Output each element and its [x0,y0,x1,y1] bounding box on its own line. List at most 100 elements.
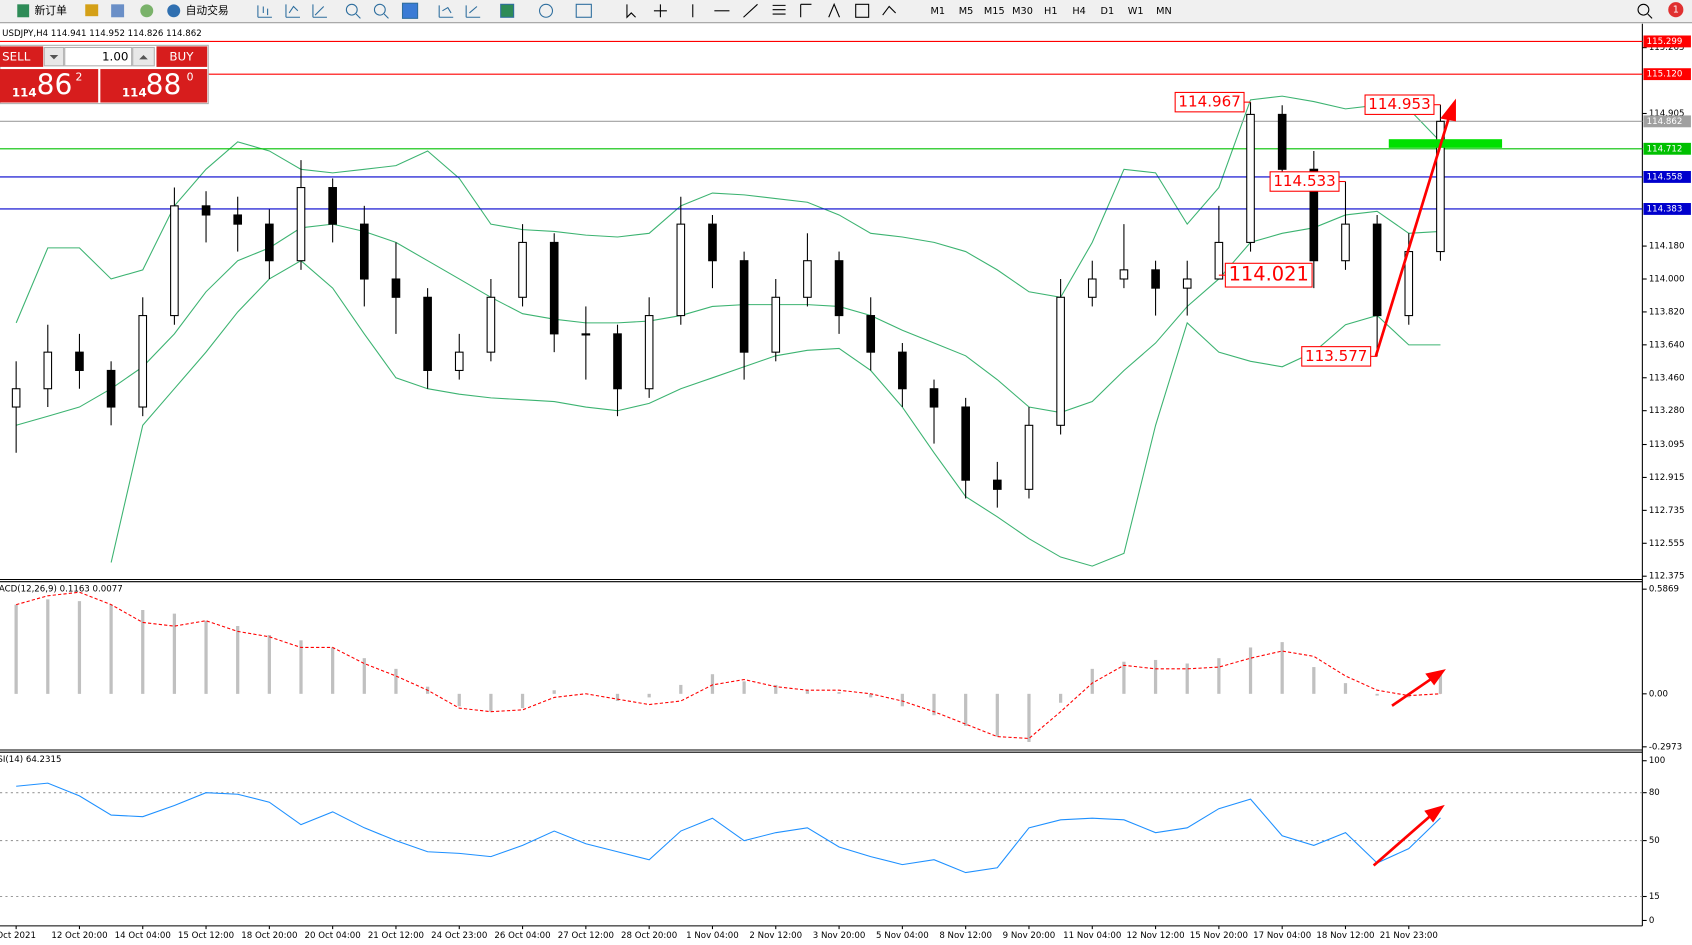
x-tick-label: 18 Nov 12:00 [1316,931,1374,941]
icon[interactable] [111,4,125,18]
timeframe-button[interactable]: MN [1156,6,1172,17]
volume-value[interactable]: 1.00 [102,50,128,64]
auto-trading-label[interactable]: 自动交易 [186,4,229,17]
y-tick-label: 113.095 [1649,440,1685,450]
candle-body [1277,113,1287,170]
price-annotation: 114.967 [1178,93,1240,111]
timeframe-bar: M1 M5 M15 M30 H1 H4 D1 W1 MN [930,6,1171,17]
tool-icons[interactable] [257,2,1653,19]
buy-point[interactable]: 0 [187,71,194,84]
rsi-line [16,782,1441,874]
x-tick-label: 27 Oct 12:00 [558,931,614,941]
sell-price-box[interactable] [0,69,99,103]
alert-badge[interactable] [1668,2,1684,18]
y-tick-label: 114.180 [1649,242,1685,252]
timeframe-button[interactable]: W1 [1128,6,1144,17]
buy-pips[interactable]: 88 [146,68,182,101]
volume-input[interactable] [64,46,133,67]
y-tick-label: 114.000 [1649,275,1685,285]
alert-count[interactable]: 1 [1673,5,1679,16]
sell-big[interactable]: 114 [12,85,37,99]
price-tag-label: 115.299 [1647,37,1683,47]
timeframe-button[interactable]: H4 [1072,6,1085,17]
candle-body [170,205,179,317]
candle-body [359,223,369,280]
candle-body [1309,168,1319,262]
price-tag [1643,171,1691,183]
candle-body [866,315,876,353]
x-tick-label: 28 Oct 20:00 [621,931,677,941]
candle-body [803,260,812,298]
new-order-label[interactable]: 新订单 [35,4,68,17]
sell-label[interactable]: SELL [2,50,31,64]
candle-body [708,223,717,262]
candle-body [644,315,654,390]
trend-arrows[interactable] [1372,98,1456,867]
candle-body [1214,241,1224,280]
candle-body [1246,113,1255,243]
buy-button[interactable] [156,46,208,67]
price-tag [1643,203,1691,215]
timeframe-button[interactable]: M30 [1012,6,1033,17]
timeframe-button[interactable]: M15 [984,6,1005,17]
y-tick-label: 113.280 [1649,406,1685,416]
candle-body [106,369,116,408]
pane-title: USDJPY,H4 114.941 114.952 114.826 114.86… [2,29,202,39]
macd-signal [16,591,1441,739]
candle-body [834,260,844,317]
price-annotation: 114.021 [1229,263,1309,286]
candle-body [1024,424,1034,490]
y-tick-label: 112.915 [1649,473,1685,483]
y-tick-label: 112.555 [1649,539,1685,549]
y-tick-label: 0.00 [1649,689,1668,699]
candle-body [43,351,53,390]
candle-body [138,315,148,408]
x-tick-label: 5 Nov 04:00 [876,931,929,941]
auto-trading-button[interactable]: 自动交易 [167,4,229,18]
x-tick-label: 24 Oct 23:00 [431,931,487,941]
x-tick-label: 18 Oct 20:00 [241,931,297,941]
buy-big[interactable]: 114 [122,85,147,99]
sell-button[interactable] [0,46,44,67]
candle-body [454,351,464,371]
timeframe-button[interactable]: H1 [1044,6,1057,17]
candle-body [75,351,84,371]
icon[interactable] [85,4,99,17]
toolbar [0,0,1692,23]
candle-body [201,205,211,216]
bollinger-band [15,95,1441,324]
x-tick-label: 15 Oct 12:00 [178,931,234,941]
candle-body [1151,269,1160,289]
price-tag [1643,142,1691,155]
y-tick-label: 0.5869 [1649,585,1679,595]
timeframe-button[interactable]: M5 [959,6,974,17]
timeframe-button[interactable]: D1 [1101,6,1115,17]
candle-body [1436,120,1445,253]
new-order-button[interactable]: 新订单 [17,4,68,18]
price-tag [1643,68,1691,81]
candle-body [11,388,21,408]
candle-body [613,333,622,390]
sell-point[interactable]: 2 [76,71,83,84]
plot: USDJPY,H4 114.941 114.952 114.826 114.86… [0,29,1691,941]
candle-body [1119,269,1129,280]
y-tick-label: 114.905 [1649,109,1685,119]
buy-price-box[interactable] [100,69,208,103]
price-tag-label: 114.383 [1647,204,1683,214]
x-tick-label: 20 Oct 04:00 [305,931,361,941]
icon[interactable] [140,4,154,18]
x-tick-label: 17 Nov 04:00 [1253,931,1311,941]
support-zone[interactable] [1388,139,1503,148]
x-tick-label: 14 Oct 04:00 [115,931,171,941]
candle-body [771,296,781,353]
x-tick-label: 15 Nov 20:00 [1190,931,1248,941]
x-tick-label: 2 Nov 12:00 [749,931,802,941]
sell-pips[interactable]: 86 [37,68,73,101]
one-click-trading: SELL 1.00 BUY 114 86 2 114 88 0 [0,44,209,105]
x-tick-label: 1 Nov 04:00 [686,931,739,941]
timeframe-button[interactable]: M1 [930,6,945,17]
buy-label[interactable]: BUY [169,50,194,64]
y-tick-label: 113.640 [1649,340,1685,350]
price-annotation: 113.577 [1305,347,1367,365]
price-tag [1643,35,1691,48]
